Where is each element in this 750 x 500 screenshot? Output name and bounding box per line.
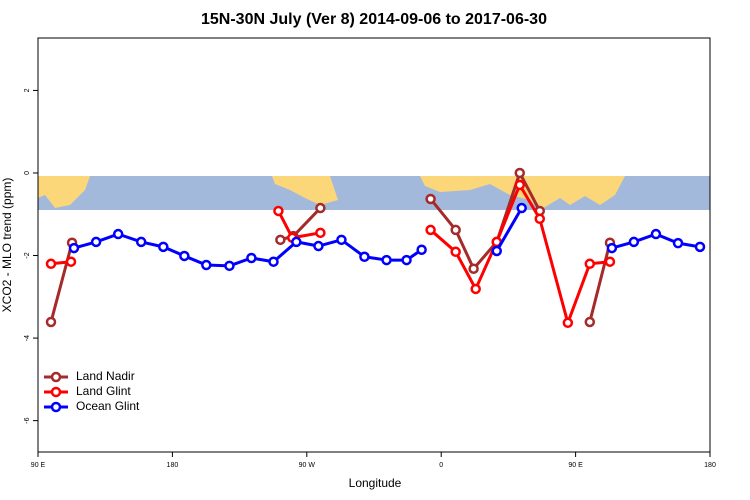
legend-label: Land Glint — [76, 384, 131, 398]
point — [470, 283, 481, 295]
x-tick-label: 90 W — [299, 462, 316, 469]
point — [425, 224, 436, 236]
point — [224, 260, 235, 272]
point — [313, 240, 324, 252]
legend-marker — [50, 386, 62, 398]
point — [562, 317, 574, 329]
point — [628, 236, 640, 248]
x-axis-label: Longitude — [349, 476, 402, 490]
point — [491, 245, 503, 257]
map-background — [38, 176, 710, 210]
point — [672, 237, 684, 249]
point — [694, 241, 706, 253]
point — [604, 256, 616, 267]
point — [514, 167, 525, 179]
point — [584, 258, 596, 270]
point — [45, 316, 57, 328]
point — [516, 202, 527, 214]
point — [425, 193, 436, 205]
y-tick-label: -4 — [24, 335, 31, 341]
point — [275, 234, 286, 246]
point — [179, 250, 190, 262]
point — [514, 179, 525, 191]
x-tick-label: 180 — [704, 462, 716, 469]
point — [65, 256, 77, 267]
point — [315, 227, 326, 239]
y-tick-label: -6 — [24, 417, 31, 423]
point — [291, 236, 302, 248]
point — [246, 252, 257, 264]
point — [158, 241, 169, 253]
y-tick-label: 0 — [24, 171, 31, 175]
x-tick-label: 90 E — [568, 462, 583, 469]
point — [45, 258, 57, 270]
point — [268, 256, 279, 267]
y-tick-label: -2 — [24, 252, 31, 258]
x-tick-label: 180 — [167, 462, 179, 469]
x-tick-label: 0 — [439, 462, 443, 469]
y-axis-label: XCO2 - MLO trend (ppm) — [0, 178, 14, 313]
legend-label: Ocean Glint — [76, 399, 140, 413]
y-tick-label: 2 — [24, 88, 31, 92]
legend-marker — [50, 371, 62, 383]
point — [273, 205, 284, 217]
point — [650, 228, 662, 240]
plot-frame — [37, 37, 711, 453]
point — [315, 202, 326, 214]
point — [450, 224, 461, 236]
point — [606, 242, 618, 254]
point — [450, 246, 461, 258]
point — [468, 263, 479, 274]
point — [201, 259, 212, 271]
point — [135, 236, 147, 248]
point — [359, 251, 370, 263]
point — [584, 316, 596, 328]
point — [68, 242, 80, 254]
point — [112, 228, 124, 240]
point — [90, 236, 102, 248]
point — [336, 234, 347, 246]
x-tick-label: 90 E — [31, 462, 46, 469]
legend-label: Land Nadir — [76, 369, 135, 383]
point — [534, 213, 546, 225]
point — [401, 254, 412, 266]
chart-title: 15N-30N July (Ver 8) 2014-09-06 to 2017-… — [201, 11, 547, 28]
legend-marker — [50, 401, 62, 413]
point — [416, 244, 427, 255]
point — [381, 254, 392, 266]
